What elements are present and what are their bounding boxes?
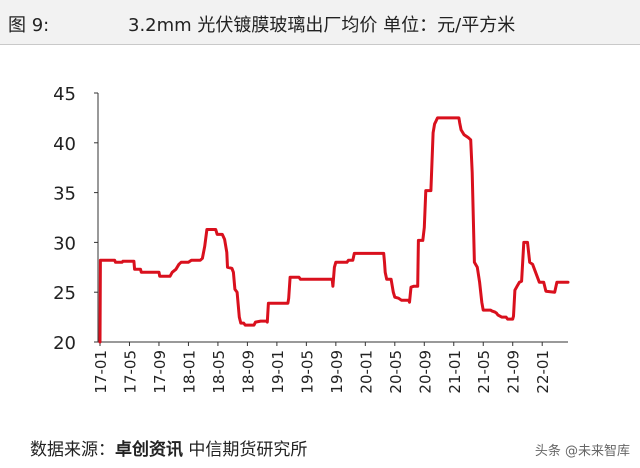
x-tick-label: 21-01 — [446, 350, 464, 394]
x-tick-label: 19-01 — [269, 350, 287, 394]
watermark: 头条 @未来智库 — [534, 444, 630, 459]
x-tick-label: 20-01 — [357, 350, 375, 394]
figure-header: 图 9: 3.2mm 光伏镀膜玻璃出厂均价 单位：元/平方米 — [0, 0, 640, 44]
source-prefix: 数据来源： — [30, 440, 115, 460]
y-tick-label: 30 — [53, 233, 76, 254]
price-series-line — [98, 116, 570, 344]
figure-number: 图 9: — [8, 15, 50, 36]
x-tick-label: 17-05 — [121, 350, 139, 394]
x-axis: 17-01 17-05 17-09 18-01 18-05 18-09 19-01 19-05… — [92, 341, 568, 394]
x-tick-label: 19-09 — [328, 350, 346, 394]
x-tick-label: 18-01 — [180, 350, 198, 394]
source-org: 卓创资讯 — [115, 440, 183, 460]
y-tick-label: 40 — [53, 134, 76, 155]
y-tick-label: 25 — [53, 283, 76, 304]
series-layer — [98, 116, 570, 344]
x-tick-label: 17-09 — [151, 350, 169, 394]
x-tick-label: 21-05 — [475, 350, 493, 394]
x-tick-label: 18-05 — [210, 350, 228, 394]
header-divider — [0, 44, 640, 45]
y-tick-label: 35 — [53, 184, 76, 205]
y-tick-label: 20 — [53, 333, 76, 354]
x-tick-label: 17-01 — [92, 350, 110, 394]
line-chart: 20 25 30 35 40 45 17-01 17-05 17-09 18-01 18-05 18… — [53, 84, 570, 394]
x-tick-label: 20-05 — [387, 350, 405, 394]
x-tick-label: 22-01 — [534, 350, 552, 394]
data-source: 数据来源：卓创资讯 中信期货研究所 — [30, 435, 307, 460]
x-tick-label: 20-09 — [416, 350, 434, 394]
x-tick-label: 18-09 — [239, 350, 257, 394]
chart-title: 3.2mm 光伏镀膜玻璃出厂均价 单位：元/平方米 — [128, 15, 516, 36]
y-tick-label: 45 — [53, 84, 76, 105]
x-tick-label: 19-05 — [298, 350, 316, 394]
source-suffix: 中信期货研究所 — [183, 440, 308, 460]
x-tick-label: 21-09 — [505, 350, 523, 394]
y-axis: 20 25 30 35 40 45 — [53, 84, 99, 354]
